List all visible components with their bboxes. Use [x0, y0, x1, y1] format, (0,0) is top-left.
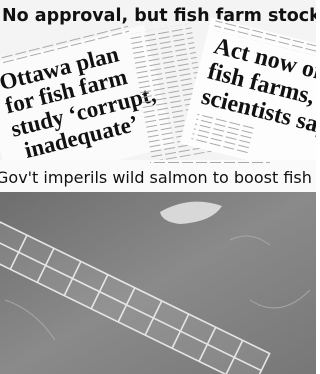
fine-print: [150, 158, 270, 166]
headline: Gov't imperils wild salmon to boost fish…: [0, 168, 316, 187]
headline: No approval, but fish farm stocked anywa: [2, 6, 316, 26]
collage: No approval, but fish farm stocked anywa…: [0, 0, 316, 374]
page: No approval, but fish farm stocked anywa…: [0, 0, 316, 374]
